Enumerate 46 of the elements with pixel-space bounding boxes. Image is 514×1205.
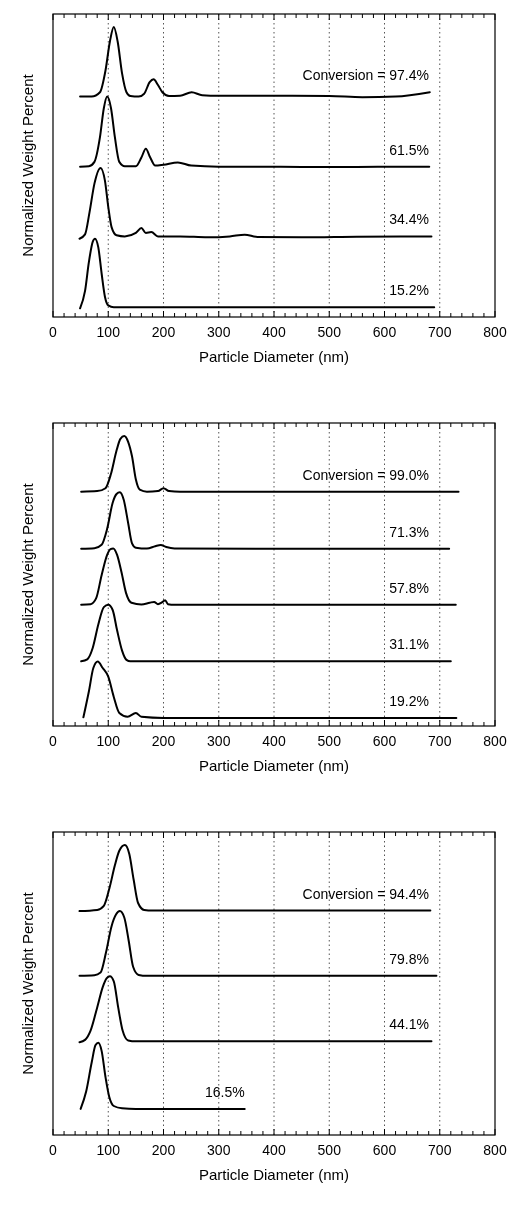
x-tick-label: 500: [317, 1142, 342, 1158]
series-label: Conversion = 97.4%: [302, 67, 429, 84]
x-tick-label: 300: [207, 324, 231, 340]
x-tick-label: 0: [49, 324, 58, 340]
x-tick-label: 200: [151, 733, 176, 749]
y-axis-title: Normalized Weight Percent: [19, 482, 36, 666]
x-tick-label: 700: [428, 1142, 452, 1158]
y-axis-title: Normalized Weight Percent: [19, 891, 36, 1075]
series-label: 15.2%: [389, 282, 429, 299]
x-tick-label: 300: [207, 733, 231, 749]
x-tick-label: 700: [428, 324, 452, 340]
x-tick-label: 800: [483, 733, 507, 749]
series-label: 44.1%: [389, 1016, 429, 1033]
series-label: 34.4%: [389, 211, 429, 228]
series-label: 16.5%: [205, 1083, 245, 1100]
x-tick-label: 0: [49, 733, 58, 749]
series-label: 61.5%: [389, 141, 429, 158]
x-tick-label: 100: [96, 1142, 121, 1158]
series-label: Conversion = 94.4%: [302, 885, 429, 902]
series-label: 79.8%: [389, 950, 429, 967]
x-tick-label: 800: [483, 1142, 507, 1158]
x-tick-label: 700: [428, 733, 452, 749]
x-axis-title: Particle Diameter (nm): [198, 757, 350, 774]
x-tick-label: 300: [207, 1142, 231, 1158]
x-tick-label: 600: [372, 733, 397, 749]
y-axis-title: Normalized Weight Percent: [19, 73, 36, 257]
x-tick-label: 100: [96, 733, 121, 749]
series-label: 31.1%: [389, 636, 429, 653]
x-tick-label: 100: [96, 324, 121, 340]
series-label: Conversion = 99.0%: [302, 466, 429, 483]
series-label: 71.3%: [389, 523, 429, 540]
x-tick-label: 500: [317, 733, 342, 749]
series-label: 57.8%: [389, 579, 429, 596]
x-tick-label: 400: [262, 324, 286, 340]
x-tick-label: 400: [262, 733, 286, 749]
x-tick-label: 600: [372, 324, 397, 340]
x-tick-label: 200: [151, 324, 176, 340]
x-tick-label: 0: [49, 1142, 58, 1158]
x-tick-label: 200: [151, 1142, 176, 1158]
x-tick-label: 600: [372, 1142, 397, 1158]
series-label: 19.2%: [389, 692, 429, 709]
x-tick-label: 500: [317, 324, 342, 340]
x-axis-title: Particle Diameter (nm): [198, 348, 350, 365]
x-axis-title: Particle Diameter (nm): [198, 1166, 350, 1183]
x-tick-label: 800: [483, 324, 507, 340]
x-tick-label: 400: [262, 1142, 286, 1158]
